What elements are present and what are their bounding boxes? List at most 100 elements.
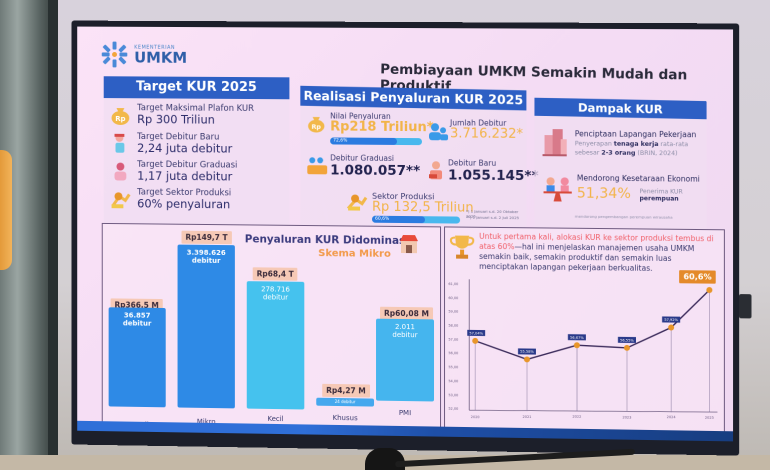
gender-equality-icon [543, 177, 572, 202]
svg-text:54,00: 54,00 [448, 379, 458, 383]
bar-value-khusus: Rp4,27 M [322, 383, 370, 398]
svg-text:57,04%: 57,04% [469, 331, 483, 335]
svg-text:60,00: 60,00 [448, 296, 458, 300]
microphone [365, 448, 405, 470]
bar-unit: debitur [263, 293, 289, 302]
svg-text:2021: 2021 [523, 415, 532, 419]
dampak-kur-header: Dampak KUR [534, 97, 707, 120]
money-bag-icon: Rp [111, 108, 130, 126]
svg-text:2023: 2023 [623, 416, 632, 420]
target-item-debitur-baru: Target Debitur Baru 2,24 juta debitur [110, 132, 233, 156]
bar-debitur-super-mikro: 36.857 debitur [109, 307, 166, 328]
dampak-text-e: 2-3 orang [601, 149, 636, 157]
bar-debitur-kecil: 278.716 debitur [247, 281, 305, 302]
dampak-text-a: Penyerapan [574, 140, 612, 148]
umkm-logo-icon [102, 41, 128, 68]
dampak-item2-sub: Penerima KUR perempuan [640, 188, 683, 203]
svg-text:57,92%: 57,92% [664, 318, 678, 322]
dampak-sub-b: perempuan [639, 195, 679, 203]
nilai-progress-bar: 72,6% [330, 137, 423, 146]
line-chart: 61,00 60,00 59,00 58,00 57,00 56,00 55,0… [448, 278, 724, 420]
svg-text:61,00: 61,00 [448, 282, 458, 286]
bar-unit: debitur [191, 256, 221, 265]
bar-category-pmi: PMI [398, 408, 412, 418]
sektor-progress-bar: 60,6% [372, 215, 461, 224]
dampak-text-d: sebesar [574, 149, 600, 157]
realisasi-card: Realisasi Penyaluran KUR 2025 Rp Nilai P… [300, 85, 539, 228]
worker-icon [347, 194, 368, 211]
svg-text:56,00: 56,00 [448, 351, 458, 355]
target-item-debitur-graduasi: Target Debitur Graduasi 1,17 juta debitu… [110, 160, 237, 184]
bar-category-khusus: Khusus [332, 413, 358, 423]
dampak-item2-small: mendorong pengembangan perempuan wirausa… [574, 213, 673, 220]
svg-text:Rp: Rp [312, 124, 322, 131]
bar-mikro: 3.398.626 debitur [177, 244, 235, 409]
debitur-baru-label: Debitur Baru [448, 158, 497, 168]
ministry-logo: KEMENTERIAN UMKM [101, 41, 187, 69]
bar-chart-panel: Penyaluran KUR Didominasi Skema Mikro Rp… [101, 222, 442, 439]
person-graduate-icon [114, 162, 127, 181]
group-graduasi-icon [308, 157, 328, 175]
bar-value-mikro: Rp149,7 T [181, 230, 232, 245]
svg-text:53,00: 53,00 [448, 393, 458, 397]
dashboard-screen: KEMENTERIAN UMKM Pembiayaan UMKM Semakin… [77, 26, 734, 442]
svg-text:2020: 2020 [471, 415, 480, 419]
bar-pmi: 2.011 debitur [376, 318, 435, 402]
jumlah-debitur-value: 3.716.232* [450, 126, 524, 142]
svg-text:2025: 2025 [705, 416, 714, 420]
dampak-text-b: tenaga kerja [613, 140, 659, 149]
dampak-kur-card: Dampak KUR Penciptaan Lapangan Pekerjaan… [534, 97, 707, 230]
dampak-text-c: rata-rata [660, 140, 689, 149]
target-item-sektor-produksi: Target Sektor Produksi 60% penyaluran [110, 188, 231, 212]
person-new-icon [428, 161, 442, 180]
svg-text:59,00: 59,00 [448, 310, 458, 314]
debitur-graduasi-value: 1.080.057** [330, 162, 421, 180]
svg-text:Rp: Rp [115, 115, 125, 123]
bar-khusus: 24 debitur [316, 397, 375, 407]
bar-debitur-khusus: 24 debitur [334, 398, 356, 405]
svg-text:55,00: 55,00 [448, 365, 458, 369]
dampak-item1-title: Penciptaan Lapangan Pekerjaan [574, 129, 697, 140]
target-item-plafon: Rp Target Maksimal Plafon KUR Rp 300 Tri… [110, 103, 254, 127]
svg-text:56,55%: 56,55% [620, 338, 634, 342]
realisasi-header: Realisasi Penyaluran KUR 2025 [300, 85, 527, 111]
background-finger [0, 150, 12, 270]
person-new-icon [114, 133, 125, 153]
bar-kecil: 278.716 debitur [246, 281, 305, 410]
bar-unit: debitur [392, 330, 418, 340]
svg-text:2024: 2024 [667, 415, 676, 419]
svg-text:57,00: 57,00 [448, 337, 458, 341]
sektor-produksi-value: Rp 132,5 Triliun [372, 199, 474, 216]
target-plafon-value: Rp 300 Triliun [137, 112, 215, 127]
money-bag-icon: Rp [308, 117, 326, 133]
logo-umkm-text: UMKM [134, 48, 188, 67]
dampak-perempuan-pct: 51,34% [576, 185, 631, 203]
nilai-penyaluran-value: Rp218 Triliun* [330, 119, 434, 136]
nilai-progress-label: 72,6% [330, 137, 397, 145]
target-kur-header: Target KUR 2025 [103, 76, 290, 100]
bar-chart-title: Penyaluran KUR Didominasi [244, 233, 409, 248]
debitur-baru-value: 1.055.145** [448, 167, 539, 185]
svg-text:55,58%: 55,58% [520, 350, 534, 354]
buildings-icon [542, 129, 567, 157]
dampak-item2-title: Mendorong Kesetaraan Ekonomi [576, 173, 700, 184]
trophy-icon [449, 235, 474, 259]
target-debitur-graduasi-value: 1,17 juta debitur [137, 168, 233, 184]
bar-unit: debitur [122, 319, 152, 328]
sektor-progress-label: 60,6% [372, 215, 426, 224]
display-monitor: KEMENTERIAN UMKM Pembiayaan UMKM Semakin… [71, 20, 752, 456]
worker-icon [110, 188, 132, 210]
bar-debitur-mikro: 3.398.626 debitur [178, 245, 235, 266]
bar-chart-subtitle: Skema Mikro [318, 248, 391, 260]
bar-debitur-pmi: 2.011 debitur [376, 319, 434, 340]
svg-text:52,00: 52,00 [448, 407, 458, 411]
svg-text:58,00: 58,00 [448, 324, 458, 328]
target-sektor-produksi-value: 60% penyaluran [137, 196, 231, 212]
users-icon [428, 123, 448, 141]
svg-text:2022: 2022 [572, 415, 581, 419]
store-icon [400, 235, 418, 254]
dampak-item1-text: Penyerapan tenaga kerja rata-rata sebesa… [575, 139, 688, 158]
bar-category-kecil: Kecil [267, 414, 284, 424]
target-debitur-baru-value: 2,24 juta debitur [137, 140, 233, 156]
bar-super-mikro: 36.857 debitur [108, 307, 166, 408]
